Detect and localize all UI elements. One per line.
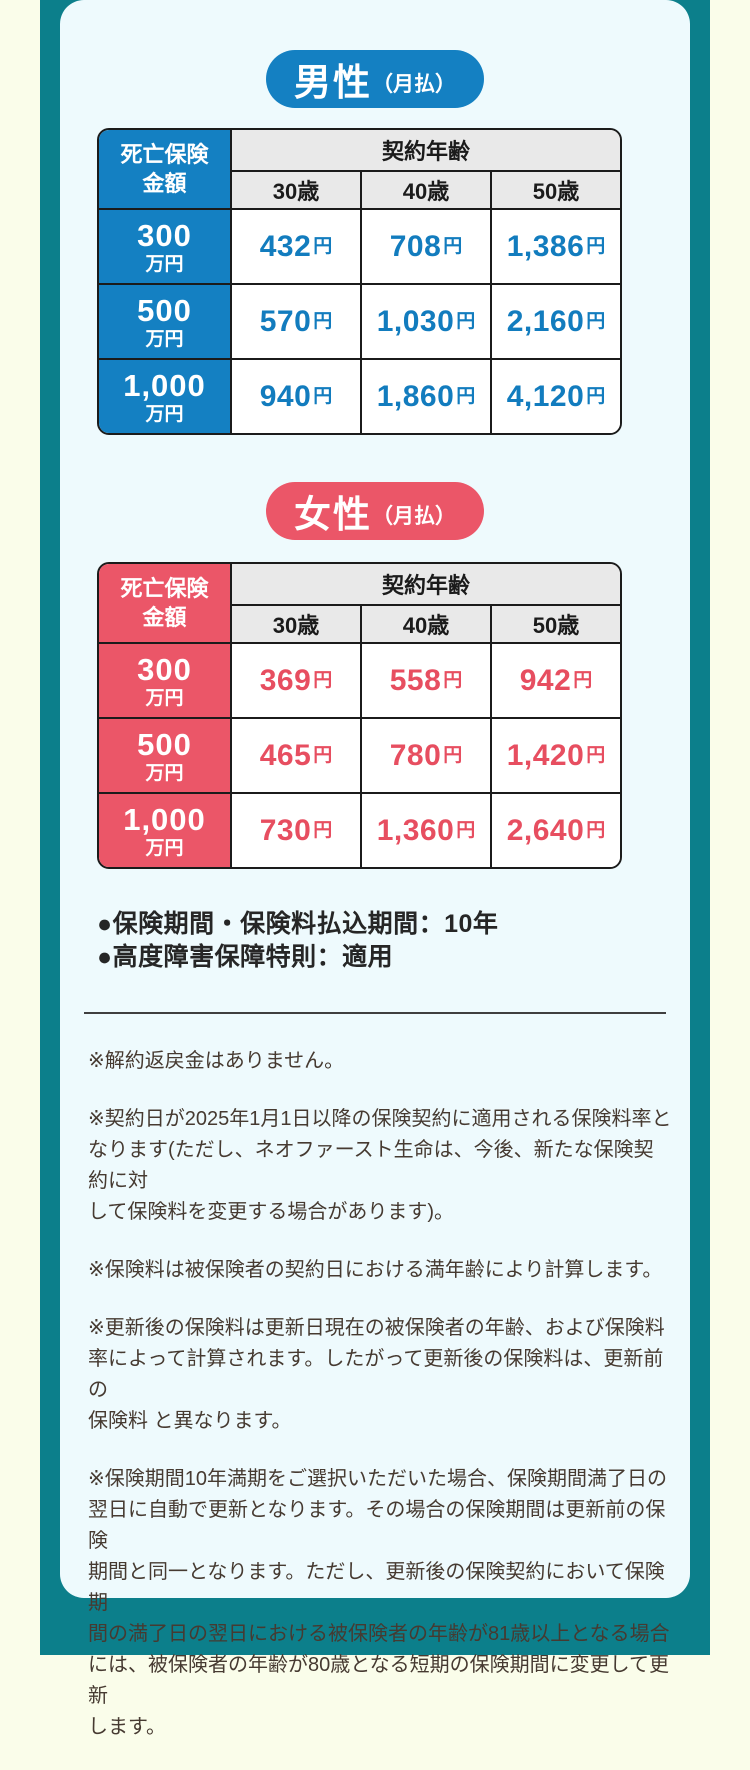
male-table-age-header-50: 50歳 bbox=[490, 170, 620, 208]
female-premium-300-age50: 942 円 bbox=[490, 642, 620, 717]
section-divider bbox=[84, 1012, 666, 1014]
female-table-age-header-50: 50歳 bbox=[490, 604, 620, 642]
male-table-corner-header: 死亡保険 金額 bbox=[99, 130, 230, 208]
female-premium-1000-age50: 2,640 円 bbox=[490, 792, 620, 867]
male-table-age-header-40: 40歳 bbox=[360, 170, 490, 208]
note-no-surrender-value: ※解約返戻金はありません。 bbox=[88, 1050, 345, 1072]
male-row-label-300: 300 万円 bbox=[99, 208, 230, 283]
male-table-age-group-header: 契約年齢 bbox=[230, 130, 620, 170]
female-premium-1000-age40: 1,360 円 bbox=[360, 792, 490, 867]
female-pill-sub-label: （月払） bbox=[372, 504, 456, 528]
male-row-label-500: 500 万円 bbox=[99, 283, 230, 358]
female-premium-500-age40: 780 円 bbox=[360, 717, 490, 792]
female-premium-1000-age30: 730 円 bbox=[230, 792, 360, 867]
male-pill-sub-label: （月払） bbox=[372, 72, 456, 96]
note-renewal-premium: ※更新後の保険料は更新日現在の被保険者の年齢、および保険料 率によって計算されま… bbox=[88, 1317, 665, 1432]
note-age-calculation: ※保険料は被保険者の契約日における満年齢により計算します。 bbox=[88, 1259, 663, 1281]
female-premium-500-age30: 465 円 bbox=[230, 717, 360, 792]
male-premium-1000-age30: 940 円 bbox=[230, 358, 360, 433]
disability-rider-bullet: ●高度障害保障特則：適用 bbox=[97, 943, 394, 971]
female-premium-500-age50: 1,420 円 bbox=[490, 717, 620, 792]
female-premium-300-age30: 369 円 bbox=[230, 642, 360, 717]
male-table-age-header-30: 30歳 bbox=[230, 170, 360, 208]
male-premium-500-age50: 2,160 円 bbox=[490, 283, 620, 358]
male-premium-1000-age40: 1,860 円 bbox=[360, 358, 490, 433]
policy-term-bullet: ●保険期間・保険料払込期間：10年 bbox=[97, 910, 499, 938]
male-premium-table: 死亡保険 金額 契約年齢 30歳 40歳 50歳 300 万円 432 円 708… bbox=[97, 128, 622, 435]
male-premium-300-age30: 432 円 bbox=[230, 208, 360, 283]
policy-conditions: ●保険期間・保険料払込期間：10年 ●高度障害保障特則：適用 bbox=[97, 908, 498, 974]
female-row-label-500: 500 万円 bbox=[99, 717, 230, 792]
male-premium-300-age50: 1,386 円 bbox=[490, 208, 620, 283]
male-premium-300-age40: 708 円 bbox=[360, 208, 490, 283]
male-pill-label: 男性 bbox=[294, 62, 372, 103]
disclaimer-notes: ※解約返戻金はありません。 ※契約日が2025年1月1日以降の保険契約に適用され… bbox=[88, 1046, 673, 1770]
male-monthly-pill: 男性 （月払） bbox=[266, 50, 484, 108]
male-premium-500-age30: 570 円 bbox=[230, 283, 360, 358]
female-table-corner-header: 死亡保険 金額 bbox=[99, 564, 230, 642]
page: { "male_section": { "pill_label": "男性", … bbox=[40, 0, 710, 1738]
female-table-age-header-40: 40歳 bbox=[360, 604, 490, 642]
female-row-label-1000: 1,000 万円 bbox=[99, 792, 230, 867]
female-monthly-pill: 女性 （月払） bbox=[266, 482, 484, 540]
female-table-age-header-30: 30歳 bbox=[230, 604, 360, 642]
male-row-label-1000: 1,000 万円 bbox=[99, 358, 230, 433]
content-card: 男性 （月払） 死亡保険 金額 契約年齢 30歳 40歳 50歳 300 万円 … bbox=[60, 0, 690, 1738]
note-auto-renewal: ※保険期間10年満期をご選択いただいた場合、保険期間満了日の 翌日に自動で更新と… bbox=[88, 1468, 670, 1738]
female-pill-label: 女性 bbox=[294, 494, 372, 535]
note-rate-effective-date: ※契約日が2025年1月1日以降の保険契約に適用される保険料率と なります(ただ… bbox=[88, 1108, 672, 1223]
male-premium-1000-age50: 4,120 円 bbox=[490, 358, 620, 433]
female-row-label-300: 300 万円 bbox=[99, 642, 230, 717]
male-premium-500-age40: 1,030 円 bbox=[360, 283, 490, 358]
female-premium-table: 死亡保険 金額 契約年齢 30歳 40歳 50歳 300 万円 369 円 558… bbox=[97, 562, 622, 869]
female-table-age-group-header: 契約年齢 bbox=[230, 564, 620, 604]
female-premium-300-age40: 558 円 bbox=[360, 642, 490, 717]
